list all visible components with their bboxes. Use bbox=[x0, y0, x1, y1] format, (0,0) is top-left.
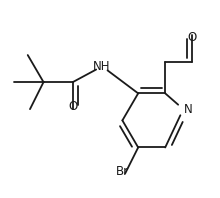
Text: Br: Br bbox=[116, 165, 129, 178]
Text: O: O bbox=[68, 100, 77, 112]
Text: N: N bbox=[184, 103, 193, 116]
Text: NH: NH bbox=[93, 60, 111, 73]
Text: O: O bbox=[188, 31, 197, 44]
